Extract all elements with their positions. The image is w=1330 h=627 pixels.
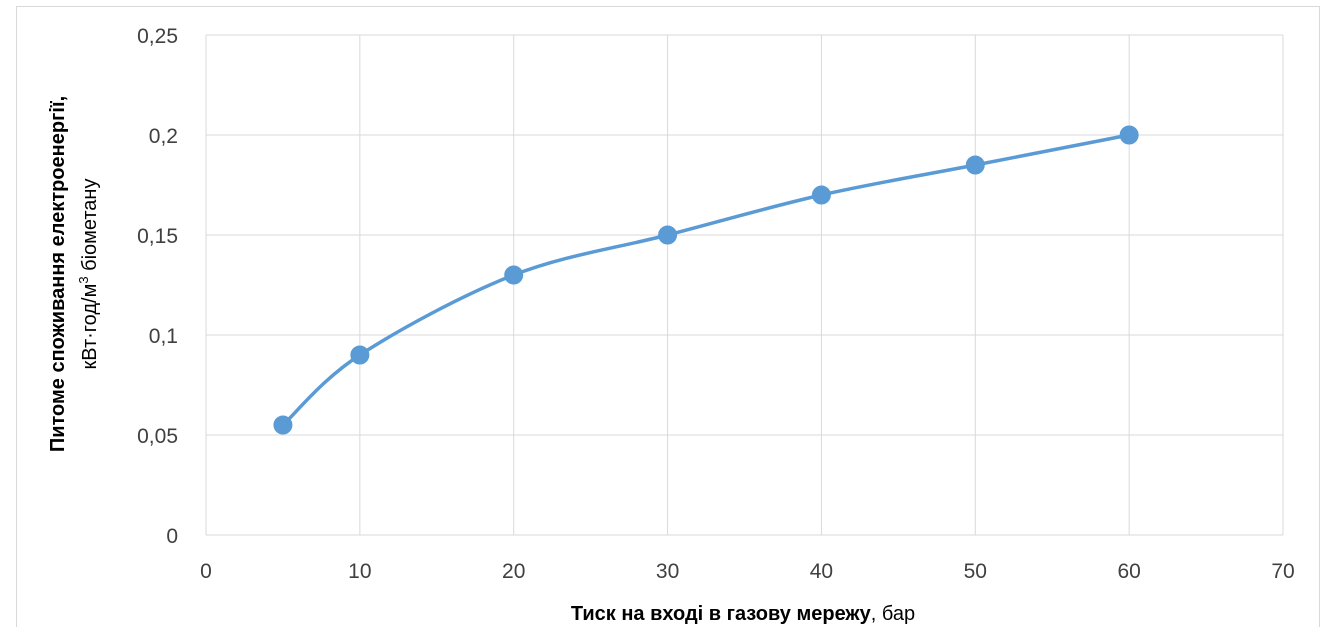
grid-lines <box>205 34 1284 536</box>
data-point <box>1119 125 1139 145</box>
data-point <box>658 225 678 245</box>
y-axis-title-line1: Питоме споживання електроенергії, <box>47 96 69 452</box>
x-tick-label: 30 <box>656 560 679 583</box>
data-point <box>273 415 293 435</box>
x-tick-label: 20 <box>502 560 525 583</box>
x-tick-label: 40 <box>810 560 833 583</box>
x-tick-label: 50 <box>964 560 987 583</box>
data-point <box>504 265 524 285</box>
x-tick-label: 70 <box>1271 560 1294 583</box>
y-tick-label: 0,25 <box>137 25 178 48</box>
x-axis-title: Тиск на вході в газову мережу, бар <box>571 603 915 625</box>
series-markers <box>273 125 1139 435</box>
x-tick-labels: 0 10 20 30 40 50 60 70 <box>200 560 1295 583</box>
y-tick-label: 0,05 <box>137 425 178 448</box>
x-tick-label: 10 <box>348 560 371 583</box>
data-point <box>965 155 985 175</box>
y-tick-label: 0,1 <box>149 325 178 348</box>
data-point <box>350 345 370 365</box>
data-point <box>811 185 831 205</box>
x-tick-label: 0 <box>200 560 212 583</box>
x-tick-label: 60 <box>1117 560 1140 583</box>
chart-frame <box>16 6 1320 627</box>
y-axis-title: Питоме споживання електроенергії, кВт·го… <box>47 96 101 452</box>
y-tick-label: 0,2 <box>149 125 178 148</box>
y-tick-label: 0 <box>166 525 178 548</box>
y-tick-labels: 0 0,05 0,1 0,15 0,2 0,25 <box>137 25 178 548</box>
y-tick-label: 0,15 <box>137 225 178 248</box>
series-line <box>281 133 1130 427</box>
y-axis-title-line2: кВт·год/м3 біометану <box>76 179 101 370</box>
